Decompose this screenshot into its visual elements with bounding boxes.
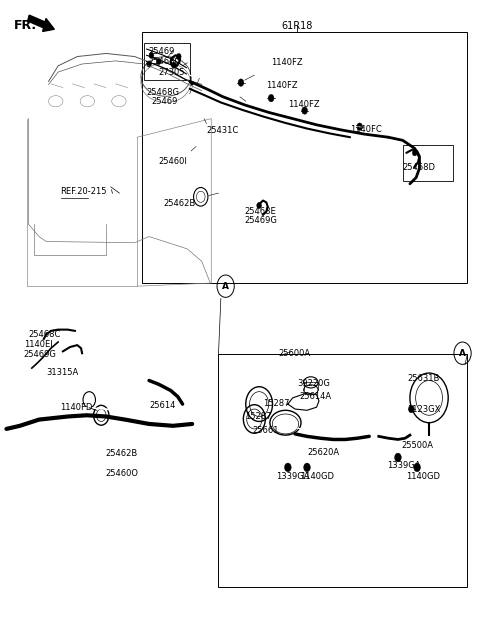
Text: 25614A: 25614A (300, 392, 332, 401)
Text: 1123GX: 1123GX (408, 406, 441, 414)
Circle shape (171, 62, 176, 68)
Text: 25468D: 25468D (403, 164, 436, 172)
Circle shape (412, 150, 417, 156)
Text: 25468E: 25468E (245, 207, 276, 216)
Circle shape (285, 463, 291, 471)
Text: FR.: FR. (14, 19, 37, 32)
Text: 25431C: 25431C (206, 126, 239, 135)
Bar (218, 355, 468, 587)
Circle shape (304, 463, 311, 471)
Text: A: A (459, 349, 466, 358)
Circle shape (238, 79, 244, 86)
Text: 25500A: 25500A (402, 442, 434, 450)
Text: 15287: 15287 (245, 412, 271, 420)
Text: 25631B: 25631B (408, 374, 440, 383)
Text: 1140FC: 1140FC (350, 125, 382, 134)
Text: 1140EJ: 1140EJ (24, 340, 52, 349)
Text: 61R18: 61R18 (282, 21, 313, 30)
Circle shape (357, 123, 362, 131)
Circle shape (395, 453, 401, 462)
Bar (403, 145, 453, 180)
Text: 1140GD: 1140GD (407, 472, 441, 481)
Circle shape (257, 202, 262, 208)
Text: 25600A: 25600A (278, 350, 311, 358)
Circle shape (414, 463, 420, 471)
Circle shape (156, 58, 161, 65)
Text: 1140FZ: 1140FZ (271, 58, 303, 67)
Text: 25460I: 25460I (158, 157, 188, 166)
Circle shape (149, 52, 154, 58)
Text: 15287: 15287 (263, 399, 289, 408)
Text: 25462B: 25462B (105, 449, 137, 458)
Text: 25469: 25469 (148, 47, 175, 56)
Text: 25469: 25469 (152, 97, 178, 106)
Circle shape (176, 53, 181, 60)
Text: 31315A: 31315A (46, 368, 78, 377)
Text: A: A (222, 282, 229, 290)
Text: 1140GD: 1140GD (300, 472, 334, 481)
Text: 25468C: 25468C (28, 330, 61, 338)
Text: 25468G: 25468G (148, 57, 181, 65)
Text: 1339GA: 1339GA (387, 461, 421, 470)
Text: 25469G: 25469G (245, 216, 277, 225)
Text: 1140FZ: 1140FZ (266, 81, 298, 90)
Text: 25614: 25614 (149, 401, 175, 410)
FancyArrow shape (28, 15, 54, 31)
Circle shape (268, 95, 274, 102)
Bar (144, 43, 190, 80)
Text: 1140FD: 1140FD (60, 403, 93, 412)
Text: 25620A: 25620A (307, 448, 339, 457)
Text: 25661: 25661 (252, 426, 278, 435)
Text: 1140FZ: 1140FZ (288, 100, 320, 109)
Text: 25460O: 25460O (105, 469, 138, 478)
Text: 25469G: 25469G (24, 350, 57, 359)
Circle shape (147, 61, 152, 67)
Text: 27305: 27305 (158, 68, 185, 77)
Text: REF.20-215: REF.20-215 (60, 187, 107, 196)
Text: 39220G: 39220G (298, 379, 330, 388)
Text: 1339GA: 1339GA (276, 472, 310, 481)
Circle shape (302, 107, 308, 114)
Text: 25468G: 25468G (147, 88, 180, 96)
Bar (142, 32, 468, 283)
Circle shape (408, 406, 414, 413)
Text: 25462B: 25462B (163, 199, 196, 208)
